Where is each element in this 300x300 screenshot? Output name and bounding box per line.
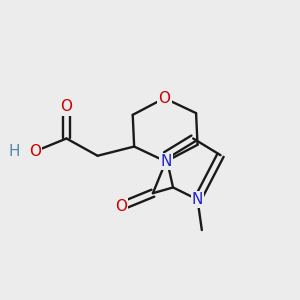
Text: H: H xyxy=(8,144,20,159)
Text: O: O xyxy=(29,144,41,159)
Text: N: N xyxy=(160,154,172,169)
Text: O: O xyxy=(115,199,127,214)
Text: O: O xyxy=(158,91,170,106)
Text: N: N xyxy=(192,192,203,207)
Text: O: O xyxy=(61,99,73,114)
